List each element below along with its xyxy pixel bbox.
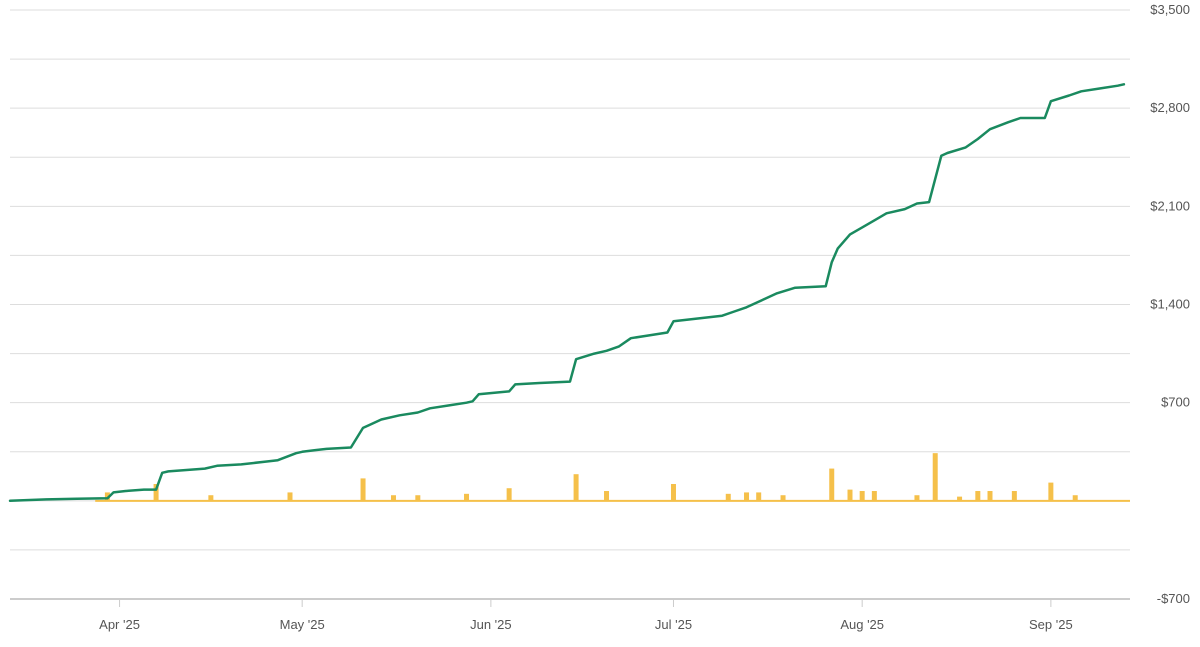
bar bbox=[975, 491, 981, 501]
bar bbox=[914, 495, 920, 501]
bar bbox=[871, 491, 877, 501]
gridlines bbox=[10, 9, 1130, 600]
bar bbox=[670, 484, 676, 501]
bar bbox=[859, 491, 865, 501]
bar bbox=[957, 496, 963, 501]
bar bbox=[208, 495, 214, 501]
bar bbox=[604, 491, 610, 501]
y-tick-label: -$700 bbox=[1157, 591, 1190, 606]
bar bbox=[464, 493, 470, 501]
x-axis-ticks: Apr '25 May '25 Jun '25 Jul '25 Aug '25 Sep '… bbox=[99, 599, 1073, 632]
bar bbox=[1011, 491, 1017, 501]
bar bbox=[506, 488, 512, 501]
x-tick-label: Aug '25 bbox=[840, 617, 884, 632]
x-tick-label: Sep '25 bbox=[1029, 617, 1073, 632]
y-tick-label: $2,800 bbox=[1150, 100, 1190, 115]
bar-series bbox=[95, 453, 1130, 502]
bar bbox=[780, 495, 786, 501]
bar bbox=[744, 492, 750, 501]
bar bbox=[360, 478, 366, 501]
bar bbox=[725, 493, 731, 501]
y-tick-label: $2,100 bbox=[1150, 198, 1190, 213]
bar bbox=[153, 484, 159, 501]
bar bbox=[987, 491, 993, 501]
x-tick-label: Apr '25 bbox=[99, 617, 140, 632]
bar bbox=[573, 474, 579, 501]
y-axis-ticks: $3,500 $2,800 $2,100 $1,400 $700 -$700 bbox=[1150, 2, 1190, 606]
bar bbox=[287, 492, 293, 501]
cumulative-line bbox=[8, 83, 1126, 503]
bar bbox=[756, 492, 762, 501]
bar bbox=[1072, 495, 1078, 501]
bar bbox=[1048, 482, 1054, 501]
bar bbox=[390, 495, 396, 501]
bar bbox=[415, 495, 421, 501]
y-tick-label: $1,400 bbox=[1150, 297, 1190, 312]
x-tick-label: Jun '25 bbox=[470, 617, 512, 632]
x-tick-label: Jul '25 bbox=[655, 617, 692, 632]
y-tick-label: $3,500 bbox=[1150, 2, 1190, 17]
bar bbox=[932, 453, 938, 501]
bar bbox=[829, 468, 835, 501]
x-tick-label: May '25 bbox=[280, 617, 325, 632]
bar bbox=[847, 489, 853, 501]
line-series bbox=[8, 83, 1126, 503]
y-tick-label: $700 bbox=[1161, 395, 1190, 410]
